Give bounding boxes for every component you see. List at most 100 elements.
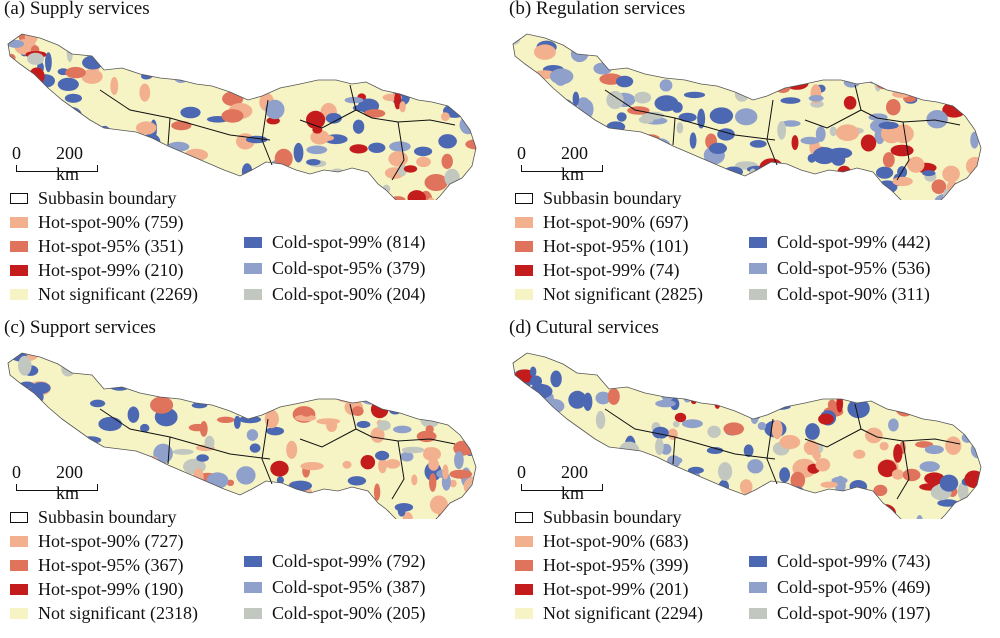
hotspot-patch: [529, 366, 537, 377]
hotspot-patch: [707, 425, 721, 438]
hotspot-patch: [683, 91, 706, 99]
hotspot-patch: [119, 366, 139, 376]
hotspot-patch: [137, 478, 145, 496]
legend-hot-spot-90: Hot-spot-90% (759): [10, 212, 183, 233]
hotspot-patch: [428, 458, 439, 471]
legend-not-significant: Not significant (2269): [10, 284, 198, 305]
hotspot-patch: [236, 466, 256, 485]
hotspot-patch: [293, 142, 304, 163]
hotspot-patch: [892, 176, 913, 187]
hotspot-patch: [902, 468, 921, 482]
hotspot-patch: [448, 502, 464, 519]
hotspot-patch: [110, 76, 119, 96]
hotspot-patch: [722, 67, 746, 86]
hotspot-patch: [527, 100, 548, 117]
hotspot-patch: [394, 91, 402, 110]
hotspot-patch: [872, 385, 886, 399]
legend-swatch: [515, 217, 533, 228]
hotspot-patch: [690, 396, 697, 405]
hotspot-patch: [818, 413, 834, 425]
hotspot-patch: [296, 511, 314, 519]
hotspot-patch: [274, 34, 282, 43]
hotspot-patch: [390, 353, 401, 365]
hotspot-patch: [815, 458, 831, 472]
hotspot-patch: [126, 355, 137, 368]
hotspot-patch: [615, 457, 638, 469]
legend-label: Cold-spot-95% (469): [777, 577, 931, 597]
hotspot-patch: [429, 473, 437, 492]
subbasin-boundary-line: [167, 436, 171, 465]
subbasin-boundary-line: [397, 119, 456, 126]
hotspot-patch: [403, 165, 418, 173]
hotspot-patch: [780, 49, 796, 66]
hotspot-patch: [777, 121, 787, 140]
hotspot-patch: [248, 492, 259, 504]
hotspot-patch: [709, 107, 734, 124]
hotspot-patch: [32, 103, 45, 112]
legend-hot-spot-90: Hot-spot-90% (697): [515, 212, 688, 233]
scale-line: [16, 165, 98, 172]
hotspot-patch: [759, 53, 778, 63]
hotspot-patch: [252, 197, 275, 200]
hotspot-patch: [368, 142, 386, 153]
hotspot-patch: [422, 39, 432, 59]
hotspot-patch: [665, 368, 683, 382]
hotspot-patch: [551, 443, 565, 461]
hotspot-patch: [593, 62, 612, 75]
hotspot-patch: [919, 461, 940, 472]
legend-label: Cold-spot-90% (205): [272, 603, 426, 623]
hotspot-patch: [584, 353, 599, 360]
panel-title: (b) Regulation services: [509, 0, 686, 19]
hotspot-patch: [865, 378, 874, 390]
hotspot-patch: [8, 39, 25, 48]
hotspot-patch: [294, 369, 309, 377]
legend-swatch: [10, 241, 28, 252]
hotspot-patch: [603, 165, 617, 173]
hotspot-patch: [463, 476, 476, 496]
hotspot-patch: [815, 126, 826, 142]
hotspot-patch: [870, 496, 877, 503]
hotspot-patch: [760, 185, 779, 195]
hotspot-patch: [47, 106, 59, 119]
hotspot-patch: [907, 156, 925, 173]
legend-label: Hot-spot-90% (759): [38, 212, 184, 232]
legend-swatch: [749, 608, 767, 619]
hotspot-patch: [536, 422, 548, 429]
basin-area: [513, 353, 981, 519]
legend-label: Cold-spot-95% (387): [272, 577, 426, 597]
hotspot-patch: [748, 353, 767, 365]
legend-label: Hot-spot-90% (727): [38, 531, 184, 551]
hotspot-patch: [160, 66, 184, 76]
hotspot-patch: [265, 353, 273, 360]
hotspot-patch: [924, 445, 944, 455]
hotspot-patch: [964, 372, 975, 392]
hotspot-patch: [724, 34, 742, 37]
hotspot-patch: [162, 47, 172, 63]
hotspot-patch: [778, 371, 786, 379]
hotspot-patch: [917, 370, 927, 379]
hotspot-patch: [90, 399, 106, 408]
hotspot-patch: [173, 363, 191, 371]
hotspot-patch: [813, 448, 821, 462]
hotspot-patch: [249, 443, 261, 453]
hotspot-patch: [325, 113, 342, 124]
hotspot-patch: [9, 388, 34, 408]
hotspot-patch: [626, 52, 648, 69]
hotspot-patch: [233, 353, 250, 357]
subbasin-boundary-line: [854, 403, 910, 500]
hotspot-patch: [420, 77, 438, 96]
hotspot-patch: [718, 371, 738, 386]
subbasin-boundary-line: [854, 84, 910, 181]
hotspot-patch: [166, 168, 183, 178]
hotspot-patch: [790, 358, 807, 377]
scale-bar: 0 200 km: [515, 462, 605, 503]
hotspot-patch: [757, 422, 767, 430]
hotspot-patch: [674, 412, 687, 423]
legend-label: Hot-spot-90% (683): [543, 531, 689, 551]
legend-hot-spot-90: Hot-spot-90% (727): [10, 531, 183, 552]
hotspot-patch: [631, 469, 639, 484]
hotspot-patch: [258, 515, 276, 519]
hotspot-patch: [926, 110, 948, 129]
hotspot-patch: [775, 185, 789, 192]
scale-zero: 0: [12, 462, 21, 482]
